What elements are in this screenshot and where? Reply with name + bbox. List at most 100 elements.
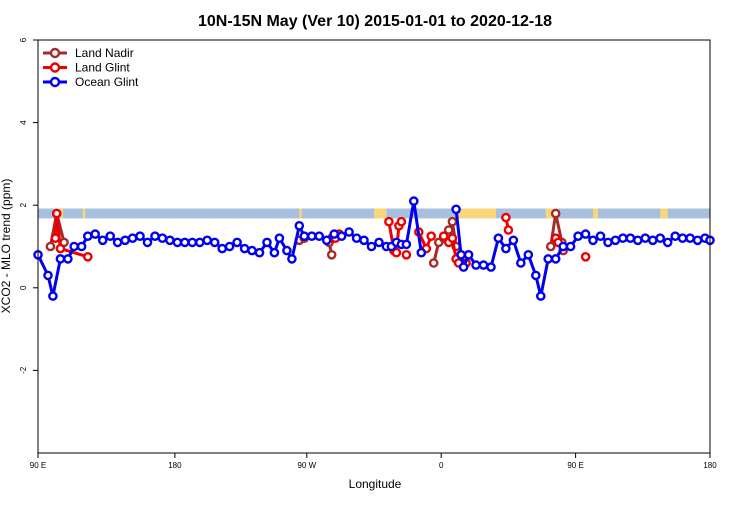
data-point-ocean-glint (112, 237, 123, 248)
data-point-ocean-glint (655, 233, 666, 243)
data-point-ocean-glint (150, 231, 160, 241)
axes: 90 E 180 90 W 0 90 E 180 -2 0 2 4 6 (19, 37, 717, 470)
data-point-ocean-glint (640, 233, 651, 243)
data-point-ocean-glint (523, 249, 534, 260)
land-patch (593, 208, 598, 219)
data-point-ocean-glint (531, 270, 541, 281)
data-point-land-nadir (443, 225, 454, 235)
data-point-ocean-glint (471, 260, 481, 270)
data-point-ocean-glint (610, 235, 621, 246)
data-point-ocean-glint (329, 229, 340, 239)
data-point-ocean-glint (172, 237, 183, 248)
data-point-land-nadir (428, 258, 439, 268)
data-point-ocean-glint (408, 196, 419, 206)
data-point-ocean-glint (685, 233, 695, 243)
data-point-ocean-glint (588, 235, 598, 246)
data-point-ocean-glint (202, 235, 212, 246)
series-layer (33, 196, 715, 301)
land-patch (660, 208, 668, 219)
data-point-land-glint (438, 231, 449, 241)
data-point-ocean-glint (344, 227, 354, 237)
data-point-land-glint (50, 233, 61, 243)
data-point-ocean-glint (648, 235, 658, 246)
data-point-ocean-glint (187, 237, 198, 248)
data-point-ocean-glint (63, 254, 73, 264)
data-point-ocean-glint (76, 241, 87, 252)
data-point-ocean-glint (416, 247, 427, 258)
x-tick-label: 180 (703, 461, 717, 470)
data-point-ocean-glint (194, 237, 205, 248)
data-point-land-glint (503, 225, 514, 235)
data-point-land-nadir (447, 216, 458, 227)
data-point-ocean-glint (306, 231, 317, 241)
data-point-ocean-glint (247, 245, 257, 256)
data-point-ocean-glint (232, 237, 242, 248)
data-point-ocean-glint (486, 262, 496, 272)
data-point-land-glint (396, 216, 407, 227)
y-tick-label: 0 (19, 285, 28, 290)
series-ocean-glint (33, 196, 715, 301)
data-point-ocean-glint (603, 237, 613, 248)
data-point-ocean-glint (336, 231, 347, 241)
data-point-land-nadir (545, 241, 556, 252)
data-point-ocean-glint (351, 233, 362, 243)
y-tick-label: 2 (19, 202, 28, 207)
data-point-ocean-glint (165, 235, 175, 246)
data-point-ocean-glint (573, 231, 583, 241)
data-point-ocean-glint (254, 247, 265, 258)
legend-label-ocean-glint: Ocean Glint (75, 75, 139, 89)
x-tick-label: 180 (168, 461, 182, 470)
plot-frame (37, 39, 711, 454)
data-point-ocean-glint (625, 233, 636, 243)
legend-marker-land-glint (49, 62, 61, 73)
chart-title: 10N-15N May (Ver 10) 2015-01-01 to 2020-… (198, 13, 552, 30)
data-point-ocean-glint (239, 243, 250, 254)
data-point-ocean-glint (516, 258, 526, 268)
data-point-land-glint (426, 231, 437, 241)
data-point-ocean-glint (478, 260, 489, 270)
data-point-ocean-glint (366, 241, 377, 252)
land-patch (82, 208, 86, 219)
data-point-ocean-glint (314, 231, 325, 241)
data-point-ocean-glint (105, 231, 115, 241)
data-point-ocean-glint (97, 235, 108, 246)
data-point-ocean-glint (299, 231, 310, 241)
data-point-ocean-glint (508, 235, 519, 246)
data-point-ocean-glint (458, 262, 469, 272)
land-patch (374, 208, 387, 219)
y-axis-label: XCO2 - MLO trend (ppm) (0, 179, 13, 314)
legend-label-land-nadir: Land Nadir (75, 46, 134, 60)
data-point-ocean-glint (633, 235, 643, 246)
data-point-land-glint (501, 212, 511, 223)
data-point-land-glint (51, 208, 62, 219)
data-point-ocean-glint (157, 233, 168, 243)
data-point-ocean-glint (287, 254, 297, 264)
series-line-land-glint (53, 212, 89, 259)
data-point-land-glint (401, 249, 412, 260)
data-point-ocean-glint (269, 247, 280, 258)
y-tick-label: -2 (19, 366, 28, 374)
data-point-ocean-glint (69, 241, 79, 252)
data-point-ocean-glint (282, 245, 292, 256)
data-point-ocean-glint (90, 229, 100, 239)
data-point-ocean-glint (543, 254, 554, 264)
data-point-ocean-glint (179, 237, 190, 248)
land-patch (299, 208, 302, 219)
x-tick-label: 0 (439, 461, 444, 470)
data-point-ocean-glint (120, 235, 130, 246)
data-point-ocean-glint (374, 237, 384, 248)
data-point-ocean-glint (536, 291, 546, 301)
data-point-ocean-glint (463, 249, 474, 260)
land-patch (545, 208, 554, 219)
data-point-land-glint (55, 243, 66, 254)
legend-marker-ocean-glint (49, 76, 61, 88)
data-point-ocean-glint (558, 241, 569, 252)
data-point-ocean-glint (670, 231, 681, 241)
data-point-ocean-glint (692, 235, 703, 246)
data-point-land-glint (447, 233, 458, 243)
data-point-ocean-glint (595, 231, 606, 241)
data-point-ocean-glint (135, 231, 145, 241)
data-point-ocean-glint (401, 239, 412, 250)
